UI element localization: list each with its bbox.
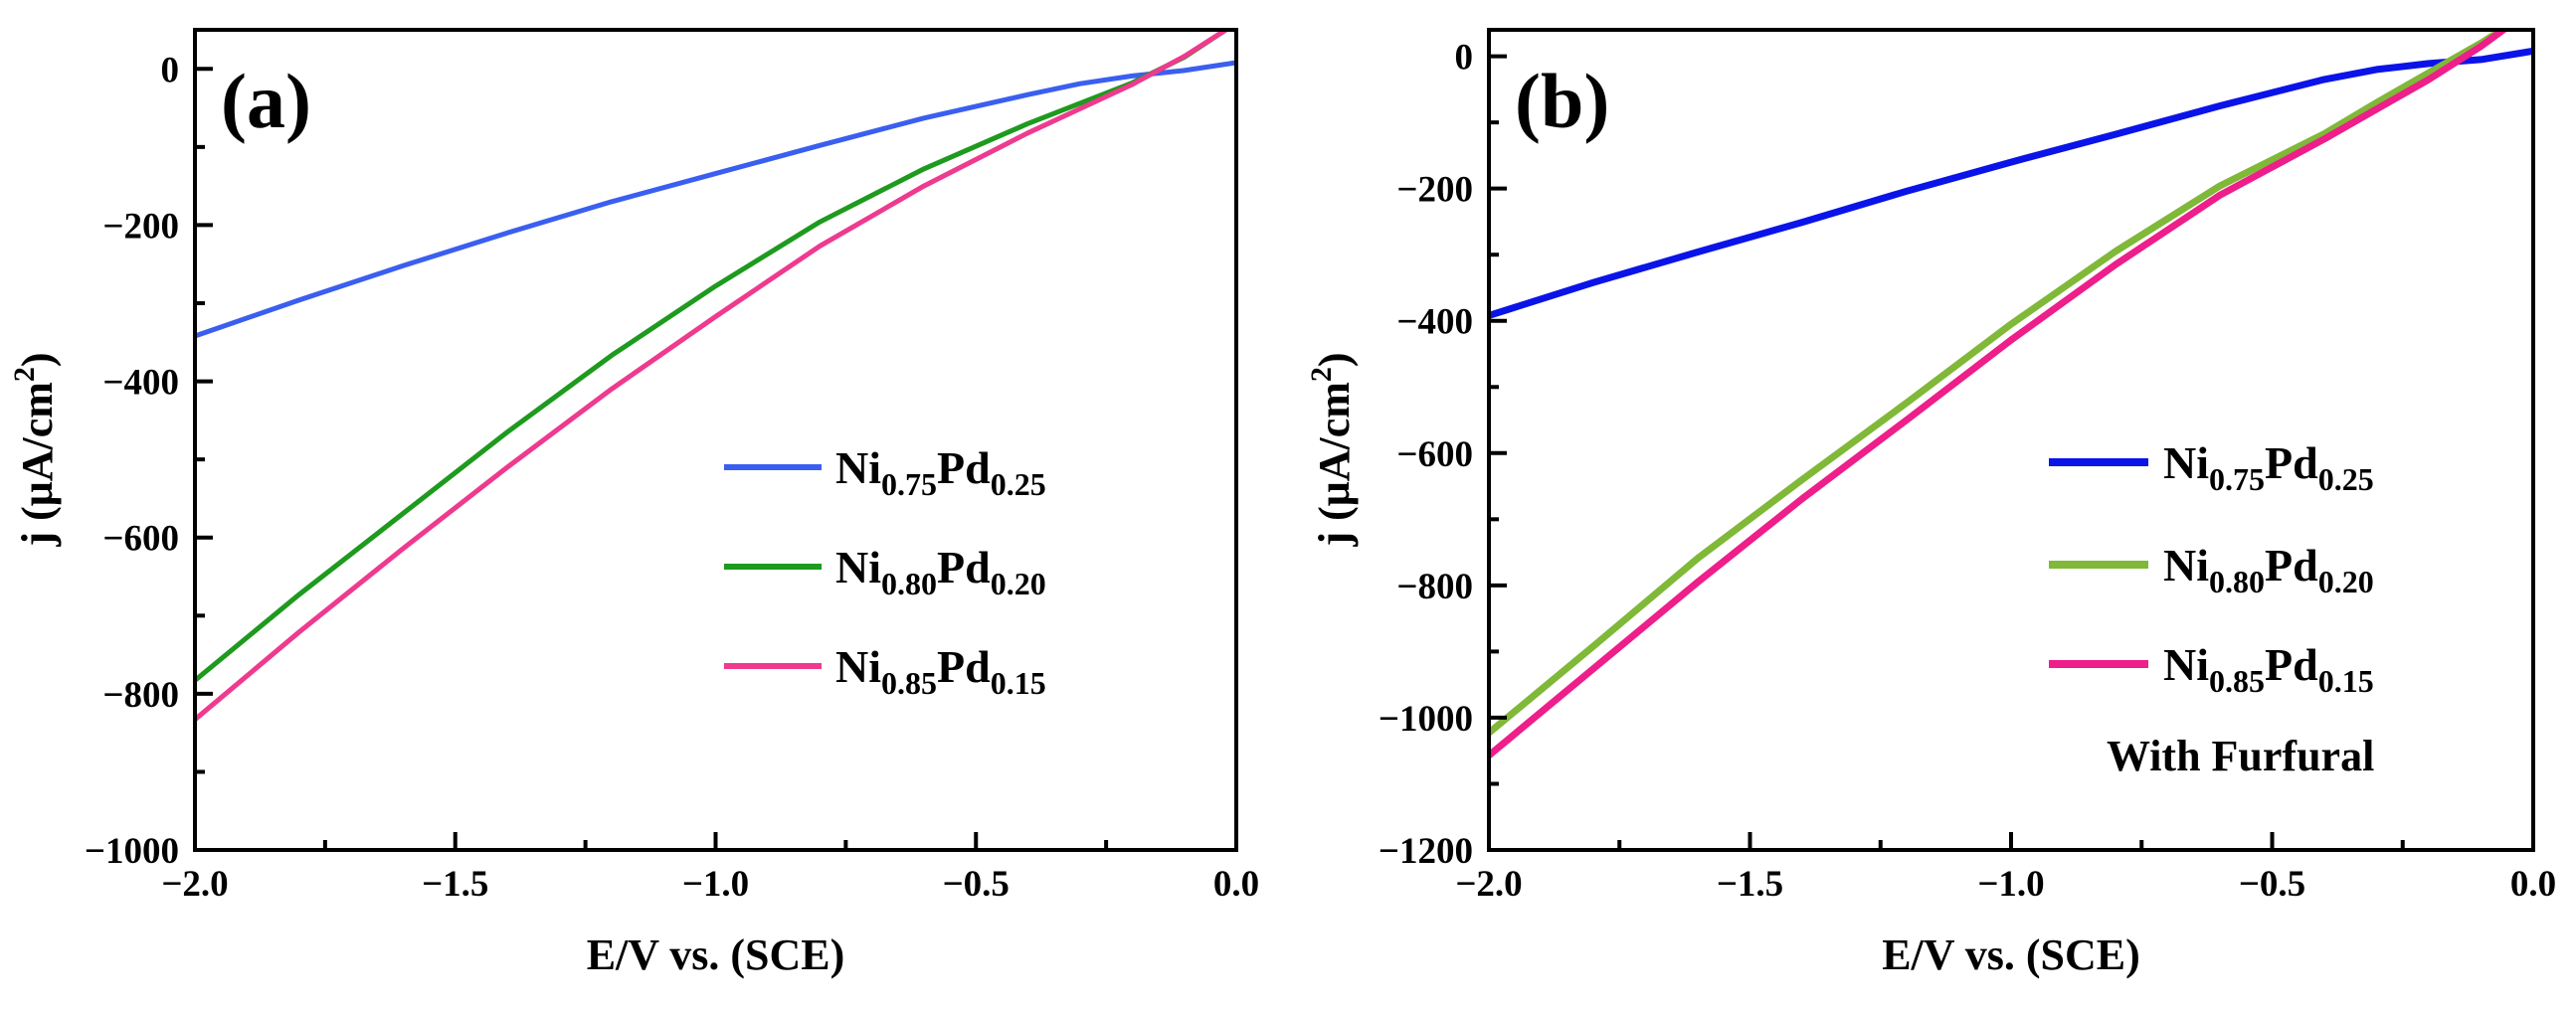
- legend: Ni0.75Pd0.25 Ni0.80Pd0.20 Ni0.85Pd0.15: [724, 442, 1046, 701]
- x-tick-label: −2.0: [1455, 864, 1522, 905]
- y-tick-label: 0: [1455, 38, 1474, 79]
- legend-label: Ni0.80Pd0.20: [835, 542, 1046, 601]
- y-tick-label: 0: [161, 50, 180, 90]
- legend-label: Ni0.85Pd0.15: [835, 641, 1046, 701]
- legend-label: Ni0.75Pd0.25: [2163, 437, 2374, 497]
- x-tick-label: −0.5: [943, 864, 1010, 905]
- y-tick-label: −1000: [85, 831, 179, 872]
- x-axis-label: E/V vs. (SCE): [1882, 930, 2140, 979]
- x-tick-label: −1.5: [422, 864, 488, 905]
- x-axis-label: E/V vs. (SCE): [587, 930, 845, 979]
- legend-label: Ni0.75Pd0.25: [835, 442, 1046, 502]
- panel-a: −2.0 −1.5 −1.0 −0.5 0.0 0 −200 −400 −600 −800 −100…: [8, 28, 1259, 979]
- y-tick-label: −1000: [1379, 699, 1473, 740]
- y-tick-label: −200: [1396, 170, 1473, 211]
- x-tick-label: −1.0: [1977, 864, 2044, 905]
- x-tick-label: 0.0: [2510, 864, 2556, 905]
- series-line-ni080pd020: [1489, 30, 2508, 737]
- x-tick-label: 0.0: [1213, 864, 1259, 905]
- panel-label: (a): [221, 58, 311, 144]
- y-tick-label: −400: [1396, 302, 1473, 343]
- y-tick-label: −800: [102, 675, 179, 716]
- series-line-ni075pd025: [195, 60, 1236, 339]
- y-tick-label: −400: [102, 363, 179, 404]
- y-tick-label: −800: [1396, 567, 1473, 607]
- y-tick-label: −1200: [1379, 831, 1473, 872]
- x-tick-label: −2.0: [161, 864, 228, 905]
- panel-label: (b): [1515, 58, 1609, 144]
- legend-label: Ni0.80Pd0.20: [2163, 540, 2374, 599]
- legend: Ni0.75Pd0.25 Ni0.80Pd0.20 Ni0.85Pd0.15: [2049, 437, 2374, 699]
- y-tick-label: −600: [1396, 434, 1473, 475]
- annotation-text: With Furfural: [2107, 732, 2374, 780]
- legend-label: Ni0.85Pd0.15: [2163, 639, 2374, 699]
- y-axis-label: j (μA/cm2): [8, 352, 62, 547]
- x-tick-label: −0.5: [2239, 864, 2305, 905]
- y-tick-label: −200: [102, 206, 179, 247]
- y-axis-label: j (μA/cm2): [1305, 352, 1359, 547]
- x-tick-label: −1.5: [1717, 864, 1783, 905]
- y-tick-label: −600: [102, 519, 179, 560]
- series-line-ni085pd015: [195, 30, 1228, 723]
- series-lines: [195, 30, 1236, 723]
- series-lines: [1489, 30, 2533, 760]
- series-line-ni085pd015: [1489, 30, 2509, 760]
- panel-b: −2.0 −1.5 −1.0 −0.5 0.0 0 −200 −400 −600 −800 −100…: [1305, 28, 2556, 979]
- series-line-ni075pd025: [1489, 47, 2533, 319]
- x-tick-label: −1.0: [682, 864, 749, 905]
